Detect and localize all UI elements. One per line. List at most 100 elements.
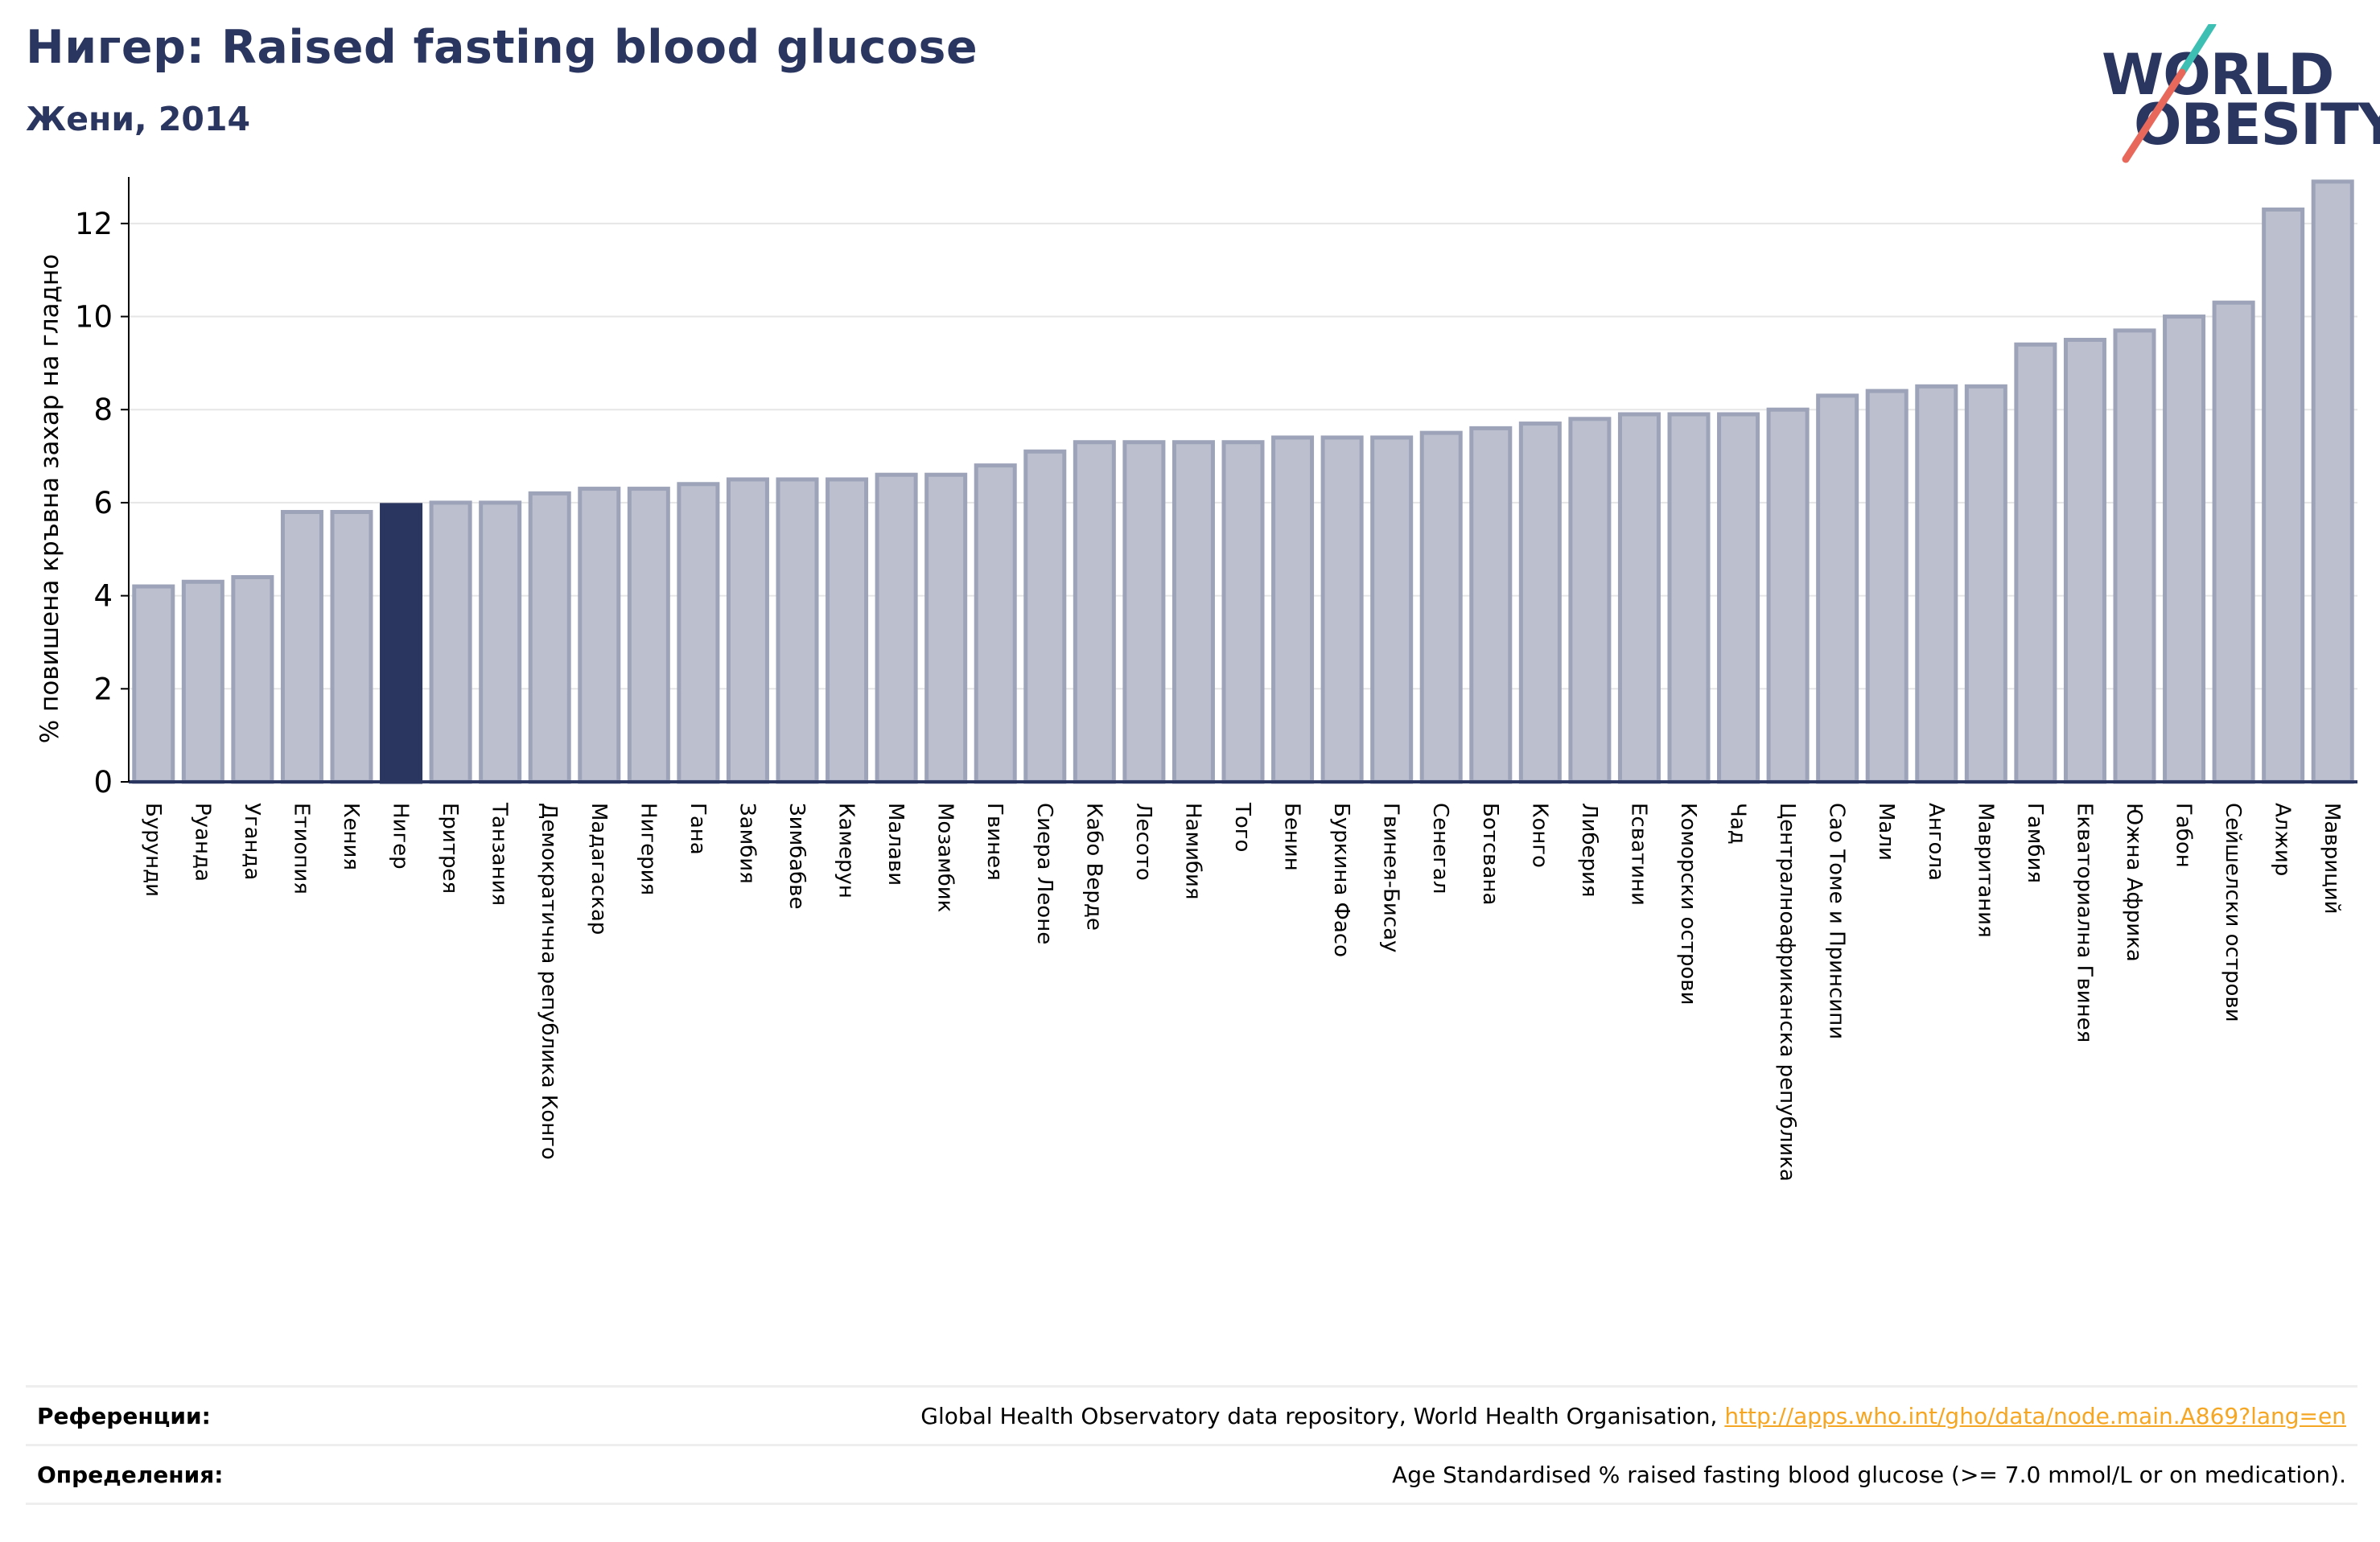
x-tick-label: Мали xyxy=(1874,803,1898,861)
bar-5 xyxy=(330,509,373,784)
x-tick-label: Южна Африка xyxy=(2122,803,2146,962)
bar-45 xyxy=(2311,179,2354,784)
x-tick-label: Сейшелски острови xyxy=(2221,803,2245,1022)
chart-title: Нигер: Raised fasting blood glucose xyxy=(26,21,978,74)
x-tick-label: Габон xyxy=(2172,803,2196,868)
bars xyxy=(132,179,2354,784)
x-tick-label: Гвинея-Бисау xyxy=(1379,803,1403,952)
references-label: Референции: xyxy=(37,1402,211,1429)
x-tick-label: Кабо Верде xyxy=(1081,803,1106,931)
x-tick-label: Коморски острови xyxy=(1676,803,1700,1005)
x-tick-label: Етиопия xyxy=(289,803,313,894)
bar-6 xyxy=(380,503,423,784)
chart-subtitle: Жени, 2014 xyxy=(26,100,251,138)
bar-38 xyxy=(1964,384,2007,784)
bar-12 xyxy=(677,482,720,784)
bar-25 xyxy=(1320,435,1364,784)
x-tick-label: Гамбия xyxy=(2023,803,2047,883)
world-obesity-logo: WORLD OBESITY xyxy=(2092,24,2380,169)
bar-41 xyxy=(2113,328,2156,784)
bar-14 xyxy=(776,477,819,784)
bar-9 xyxy=(528,491,571,784)
references-text: Global Health Observatory data repositor… xyxy=(920,1402,1725,1429)
x-tick-label: Нигерия xyxy=(636,803,660,895)
x-tick-label: Либерия xyxy=(1577,803,1601,898)
bar-40 xyxy=(2063,337,2106,784)
x-tick-label: Гвинея xyxy=(982,803,1007,881)
x-tick-label: Замбия xyxy=(735,803,759,884)
x-tick-label: Демократична република Конго xyxy=(537,803,561,1160)
y-tick-label: 10 xyxy=(75,300,113,335)
bar-20 xyxy=(1073,440,1116,784)
bar-29 xyxy=(1518,421,1562,784)
bar-8 xyxy=(479,500,522,784)
x-tick-label: Сао Томе и Принсипи xyxy=(1825,803,1849,1039)
bar-10 xyxy=(578,487,621,784)
x-tick-label: Бурунди xyxy=(141,803,165,897)
y-tick-label: 12 xyxy=(75,207,113,241)
x-tick-label: Сиера Леоне xyxy=(1032,803,1056,944)
bar-27 xyxy=(1419,430,1463,784)
bar-35 xyxy=(1816,393,1859,784)
y-tick-label: 8 xyxy=(93,393,113,427)
bar-3 xyxy=(231,574,274,784)
bar-28 xyxy=(1469,426,1513,784)
x-tick-label: Кения xyxy=(339,803,363,870)
bar-30 xyxy=(1568,417,1612,784)
x-tick-label: Мадагаскар xyxy=(587,803,611,935)
bar-19 xyxy=(1023,449,1067,784)
bar-11 xyxy=(627,487,670,784)
bar-24 xyxy=(1271,435,1315,784)
x-tick-label: Ботсвана xyxy=(1478,803,1502,905)
definitions-row: Определения: Age Standardised % raised f… xyxy=(26,1444,2357,1505)
x-tick-labels: Бурунди Руанда Уганда Етиопия Кения Нигер Ерит… xyxy=(141,802,2344,1182)
bar-36 xyxy=(1865,389,1909,784)
bar-16 xyxy=(875,472,918,784)
logo-line-1: WORLD xyxy=(2102,42,2334,108)
y-tick-label: 2 xyxy=(93,672,113,706)
y-axis-label: % повишена кръвна захар на гладно xyxy=(35,254,64,743)
bar-13 xyxy=(726,477,769,784)
x-tick-label: Камерун xyxy=(834,803,859,898)
x-tick-label: Ангола xyxy=(1924,803,1948,881)
x-tick-label: Мавриций xyxy=(2320,803,2344,915)
x-tick-label: Руанда xyxy=(190,803,214,882)
bar-1 xyxy=(132,584,175,784)
x-tick-label: Централноафриканска република xyxy=(1775,803,1799,1182)
x-tick-label: Зимбабве xyxy=(784,803,809,910)
x-tick-label: Малави xyxy=(883,803,908,886)
bar-31 xyxy=(1617,412,1661,784)
x-tick-label: Нигер xyxy=(389,803,413,870)
bar-37 xyxy=(1915,384,1958,784)
x-tick-label: Мавритания xyxy=(1973,803,1997,938)
bar-15 xyxy=(826,477,869,784)
references-link[interactable]: http://apps.who.int/gho/data/node.main.A… xyxy=(1724,1402,2346,1429)
bar-2 xyxy=(181,579,224,784)
x-tick-label: Алжир xyxy=(2271,803,2295,876)
x-tick-label: Еритрея xyxy=(438,803,462,894)
references-row: Референции: Global Health Observatory da… xyxy=(26,1385,2357,1444)
x-tick-label: Того xyxy=(1230,802,1254,852)
bar-44 xyxy=(2262,207,2305,784)
definitions-value: Age Standardised % raised fasting blood … xyxy=(1392,1461,2346,1488)
bar-17 xyxy=(924,472,968,784)
bar-34 xyxy=(1766,407,1810,784)
x-tick-label: Чад xyxy=(1726,803,1750,845)
bar-42 xyxy=(2163,315,2206,784)
x-tick-label: Конго xyxy=(1527,803,1551,868)
x-tick-label: Екваториална Гвинея xyxy=(2072,803,2096,1042)
bar-7 xyxy=(429,500,472,784)
y-tick-labels: 0 2 4 6 8 10 12 xyxy=(75,207,129,800)
bar-23 xyxy=(1221,440,1265,784)
bar-26 xyxy=(1370,435,1414,784)
x-tick-label: Есватини xyxy=(1626,803,1650,906)
bar-21 xyxy=(1122,440,1166,784)
bar-32 xyxy=(1667,412,1711,784)
y-tick-label: 4 xyxy=(93,579,113,614)
y-tick-label: 6 xyxy=(93,486,113,520)
x-tick-label: Мозамбик xyxy=(933,803,957,912)
x-tick-label: Лесото xyxy=(1131,803,1155,881)
y-tick-label: 0 xyxy=(93,765,113,800)
x-tick-label: Буркина Фасо xyxy=(1329,803,1353,957)
references-value: Global Health Observatory data repositor… xyxy=(920,1403,2357,1429)
